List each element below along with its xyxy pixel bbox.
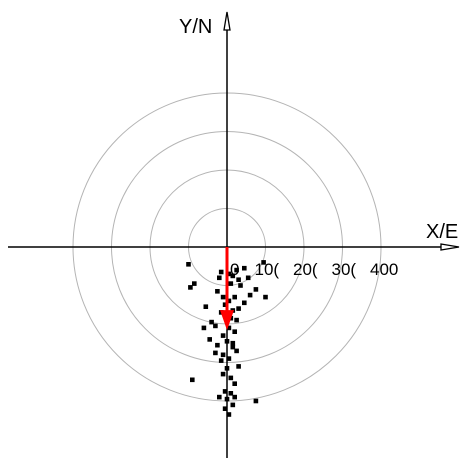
data-point (226, 412, 232, 417)
data-point (228, 375, 234, 381)
data-point (215, 289, 220, 294)
y-axis-label: Y/N (179, 16, 212, 38)
data-point (226, 271, 232, 277)
data-point (232, 294, 237, 300)
data-point (192, 281, 197, 286)
axes: X/E Y/N (8, 11, 460, 458)
data-point (222, 389, 228, 394)
y-axis-arrow-icon (223, 11, 231, 31)
data-point (217, 275, 222, 281)
data-point (236, 364, 241, 369)
data-point (253, 398, 259, 404)
data-point (228, 391, 234, 396)
ring-label-100: 10( (255, 260, 280, 279)
data-point (220, 352, 226, 358)
data-point (230, 340, 236, 346)
data-point (242, 300, 247, 306)
x-axis-arrow-icon (440, 243, 460, 251)
data-point (201, 325, 207, 331)
data-point (190, 377, 195, 383)
data-point (226, 356, 232, 361)
x-axis-label: X/E (426, 221, 458, 243)
data-point (213, 323, 218, 329)
data-point (215, 342, 220, 348)
ring-label-400: 400 (370, 260, 398, 279)
data-point (207, 337, 212, 342)
data-point (234, 317, 239, 323)
data-point (263, 294, 268, 300)
data-point (230, 402, 236, 408)
data-point (234, 267, 239, 273)
data-point (253, 287, 259, 292)
data-point (218, 358, 224, 363)
data-point (230, 344, 236, 350)
data-point (228, 281, 234, 286)
data-point (232, 329, 237, 334)
data-point (238, 283, 243, 288)
mean-vector-arrowhead-icon (220, 310, 234, 331)
data-point (209, 319, 214, 325)
ring-label-0: 0 (230, 260, 239, 279)
ring-label-200: 20( (293, 260, 318, 279)
data-point (232, 394, 237, 400)
data-point (220, 333, 226, 338)
data-point (224, 339, 230, 344)
data-point (236, 277, 241, 282)
data-point (261, 260, 266, 265)
data-point (234, 348, 239, 354)
data-point (236, 306, 241, 311)
mean-vector (220, 247, 234, 331)
data-point (224, 366, 230, 371)
scatter-points (186, 260, 268, 417)
data-point (247, 292, 253, 298)
data-point (242, 265, 247, 271)
data-point (218, 269, 224, 275)
data-point (222, 302, 228, 307)
data-point (186, 262, 191, 267)
data-point (188, 285, 193, 290)
data-point (217, 394, 222, 400)
data-point (203, 304, 209, 309)
data-point (224, 396, 230, 402)
data-point (220, 294, 226, 300)
ring-labels: 0 10( 20( 30( 400 (230, 260, 398, 279)
data-point (220, 371, 226, 377)
data-point (230, 273, 236, 279)
data-point (226, 325, 232, 331)
data-point (245, 275, 251, 281)
ring-label-300: 30( (332, 260, 357, 279)
data-point (213, 350, 218, 356)
data-point (232, 381, 237, 386)
data-point (222, 406, 228, 411)
data-point (226, 298, 232, 304)
